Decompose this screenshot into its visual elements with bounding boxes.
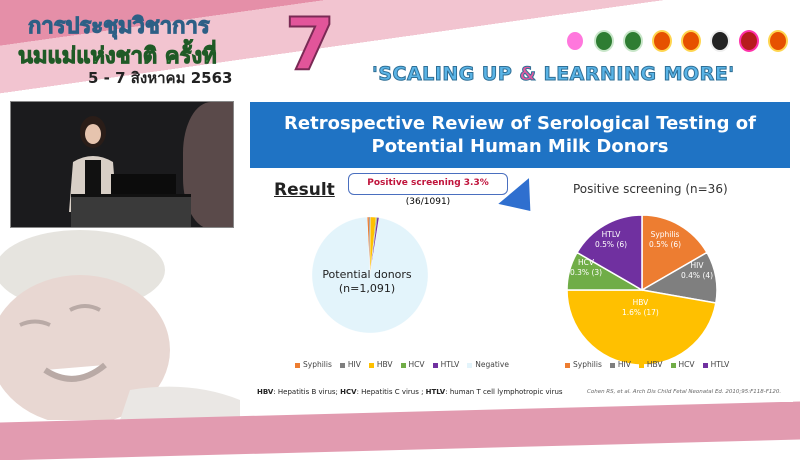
- legend-item: HCV: [670, 360, 695, 369]
- label-syphilis: Syphilis 0.5% (6): [649, 230, 681, 250]
- pie-charts: [311, 214, 718, 366]
- legend-item: Syphilis: [295, 360, 332, 369]
- label-name: Syphilis: [650, 230, 680, 239]
- child-illustration: [0, 230, 240, 420]
- label-value: 0.5% (6): [595, 240, 628, 249]
- sponsor-logos: [565, 30, 788, 52]
- legend-swatch: [670, 362, 676, 368]
- label-hiv: HIV 0.4% (4): [681, 261, 713, 281]
- logo-icon: [594, 30, 614, 52]
- slogan-amp: &: [519, 63, 537, 86]
- logo-icon: [565, 30, 585, 52]
- legend-item: HBV: [368, 360, 393, 369]
- logo-icon: [768, 30, 788, 52]
- fn-abbr: HCV: [340, 388, 357, 396]
- right-legend: Syphilis HIV HBV HCV HTLV: [565, 360, 729, 369]
- slide-title-line1: Retrospective Review of Serological Test…: [284, 113, 756, 134]
- logo-icon: [681, 30, 701, 52]
- legend-swatch: [565, 362, 570, 368]
- label-name: HCV: [578, 258, 595, 267]
- pie-slice-hbv: [566, 289, 717, 366]
- slogan-part: LEARNING MORE': [536, 63, 735, 86]
- legend-item: HCV: [400, 360, 425, 369]
- legend-item: Negative: [467, 360, 509, 369]
- logo-icon: [710, 30, 730, 52]
- donor-count: (n=1,091): [338, 282, 396, 295]
- legend-item: HTLV: [702, 360, 729, 369]
- legend-item: HIV: [339, 360, 361, 369]
- conference-title-line1: การประชุมวิชาการ: [28, 14, 211, 40]
- slide-title: Retrospective Review of Serological Test…: [250, 102, 790, 168]
- legend-item: HTLV: [432, 360, 459, 369]
- positive-callout: Positive screening 3.3% (36/1091): [348, 173, 508, 207]
- legend-swatch: [702, 362, 708, 368]
- pie-slice-htlv: [576, 214, 643, 292]
- fn-text: : Hepatitis B virus;: [273, 388, 341, 396]
- fn-text: : human T cell lymphotropic virus: [445, 388, 563, 396]
- label-name: HIV: [690, 261, 704, 270]
- label-value: 0.5% (6): [649, 240, 682, 249]
- laptop: [111, 174, 176, 196]
- legend-item: HIV: [609, 360, 631, 369]
- callout-bold: Positive screening 3.3%: [367, 178, 489, 188]
- left-legend: Syphilis HIV HBV HCV HTLV Negative: [295, 360, 509, 369]
- logo-icon: [623, 30, 643, 52]
- citation: Cohen RS, et al. Arch Dis Child Fetal Ne…: [587, 389, 782, 395]
- fn-abbr: HBV: [257, 388, 274, 396]
- legend-swatch: [339, 362, 345, 368]
- legend-swatch: [368, 362, 374, 368]
- donor-label: Potential donors (n=1,091): [307, 268, 427, 296]
- conference-dates: 5 - 7 สิงหาคม 2563: [88, 69, 233, 87]
- fn-text: : Hepatitis C virus ;: [356, 388, 426, 396]
- background-image: [183, 102, 233, 227]
- label-value: 0.3% (3): [570, 268, 603, 277]
- slogan: 'SCALING UP & LEARNING MORE': [371, 63, 735, 86]
- label-name: HBV: [632, 298, 649, 307]
- pie-slice-syphilis: [641, 214, 708, 292]
- podium: [71, 194, 191, 227]
- conference-title-line2: นมแม่แห่งชาติ ครั้งที่: [18, 44, 218, 70]
- legend-swatch: [638, 362, 644, 368]
- legend-item: Syphilis: [565, 360, 602, 369]
- abbreviation-footnote: HBV: Hepatitis B virus; HCV: Hepatitis C…: [257, 388, 563, 396]
- legend-swatch: [432, 362, 438, 368]
- logo-icon: [739, 30, 759, 52]
- legend-swatch: [609, 362, 615, 368]
- label-value: 1.6% (17): [622, 308, 659, 317]
- slide-title-line2: Potential Human Milk Donors: [371, 136, 669, 157]
- legend-swatch: [467, 362, 473, 368]
- pie-slice-negative: [311, 216, 429, 334]
- label-hbv: HBV 1.6% (17): [622, 298, 659, 318]
- speaker-video: [10, 101, 234, 228]
- right-chart-title: Positive screening (n=36): [573, 182, 728, 196]
- slogan-part: 'SCALING UP: [371, 63, 520, 86]
- logo-icon: [652, 30, 672, 52]
- callout-count: (36/1091): [405, 197, 451, 207]
- donor-label-text: Potential donors: [322, 268, 412, 281]
- label-htlv: HTLV 0.5% (6): [595, 230, 627, 250]
- fn-abbr: HTLV: [425, 388, 446, 396]
- conference-number: 7: [284, 1, 336, 87]
- label-hcv: HCV 0.3% (3): [570, 258, 602, 278]
- label-value: 0.4% (4): [681, 271, 714, 280]
- legend-swatch: [295, 362, 300, 368]
- label-name: HTLV: [601, 230, 621, 239]
- legend-item: HBV: [638, 360, 663, 369]
- presentation-slide: Retrospective Review of Serological Test…: [247, 100, 793, 402]
- legend-swatch: [400, 362, 406, 368]
- result-heading: Result: [274, 180, 335, 200]
